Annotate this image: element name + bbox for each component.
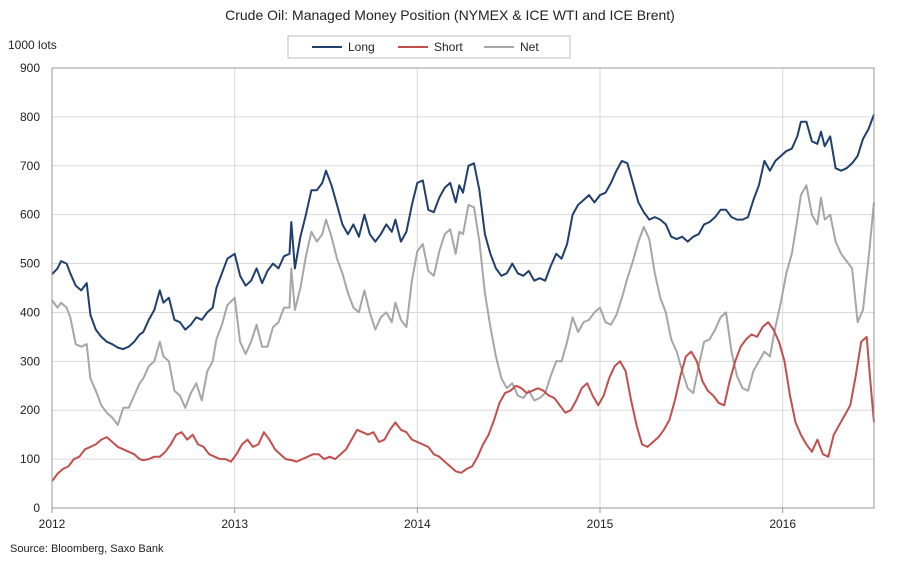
series-line-long xyxy=(51,114,875,351)
x-tick-label: 2013 xyxy=(221,517,248,531)
source-note: Source: Bloomberg, Saxo Bank xyxy=(10,543,164,555)
x-axis: 2012 2013 2014 2015 2016 xyxy=(39,508,796,531)
y-axis-label: 1000 lots xyxy=(8,38,57,52)
legend: Long Short Net xyxy=(287,35,571,59)
series-lines xyxy=(51,114,875,482)
y-tick-label: 100 xyxy=(20,452,40,466)
plot-area-border xyxy=(51,67,875,509)
x-tick-label: 2014 xyxy=(404,517,431,531)
y-tick-label: 300 xyxy=(20,354,40,368)
legend-label-net: Net xyxy=(520,40,539,54)
series-line-net xyxy=(51,184,875,426)
gridlines xyxy=(52,68,874,508)
legend-label-long: Long xyxy=(348,40,375,54)
y-tick-label: 0 xyxy=(33,501,40,515)
chart-title: Crude Oil: Managed Money Position (NYMEX… xyxy=(225,7,675,23)
y-tick-label: 500 xyxy=(20,257,40,271)
series-line-short xyxy=(51,321,875,482)
x-tick-label: 2015 xyxy=(587,517,614,531)
x-tick-label: 2012 xyxy=(39,517,66,531)
y-tick-label: 400 xyxy=(20,305,40,319)
legend-label-short: Short xyxy=(434,40,463,54)
legend-box xyxy=(287,35,571,59)
y-tick-label: 900 xyxy=(20,61,40,75)
y-tick-label: 200 xyxy=(20,403,40,417)
y-tick-label: 800 xyxy=(20,110,40,124)
y-axis: 0 100 200 300 400 500 600 700 800 900 xyxy=(20,61,40,515)
y-tick-label: 600 xyxy=(20,208,40,222)
y-tick-label: 700 xyxy=(20,159,40,173)
x-tick-label: 2016 xyxy=(769,517,796,531)
